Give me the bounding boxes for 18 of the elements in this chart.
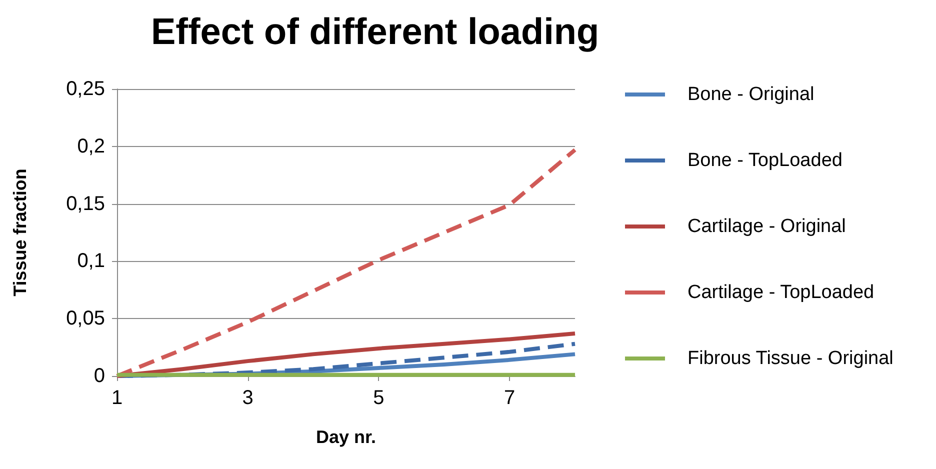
legend-label: Cartilage - Original: [688, 216, 846, 237]
legend-label: Bone - TopLoaded: [688, 150, 842, 171]
x-tick-label: 7: [504, 387, 516, 409]
y-tick-label: 0: [94, 365, 105, 387]
x-tick-label: 1: [111, 387, 123, 409]
y-axis-title: Tissue fraction: [10, 168, 30, 296]
x-tick-label: 3: [242, 387, 254, 409]
legend-label: Bone - Original: [688, 84, 814, 105]
x-tick-label: 5: [373, 387, 384, 409]
y-tick-label: 0,15: [66, 192, 105, 215]
y-tick-label: 0,25: [66, 78, 105, 100]
legend-label: Cartilage - TopLoaded: [688, 282, 874, 303]
y-tick-label: 0,05: [66, 308, 105, 330]
chart-title: Effect of different loading: [150, 11, 600, 52]
x-axis-title: Day nr.: [316, 427, 376, 447]
legend-label: Fibrous Tissue - Original: [688, 348, 894, 369]
y-tick-label: 0,1: [77, 250, 105, 272]
y-tick-label: 0,2: [77, 135, 105, 158]
